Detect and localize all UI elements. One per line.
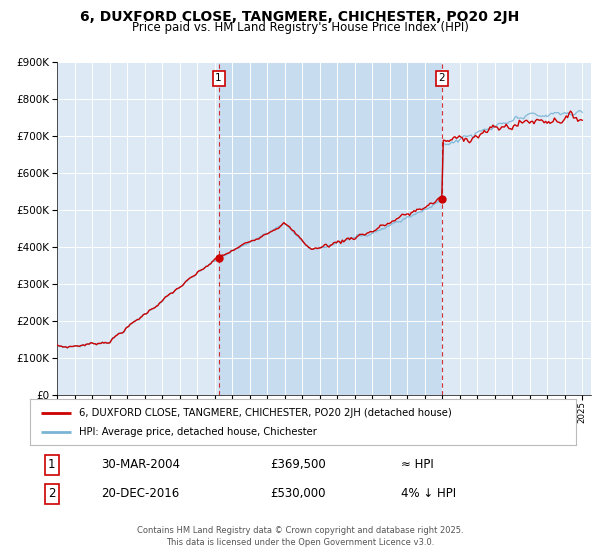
Text: HPI: Average price, detached house, Chichester: HPI: Average price, detached house, Chic… (79, 427, 317, 437)
Text: £530,000: £530,000 (270, 487, 326, 500)
Text: Contains HM Land Registry data © Crown copyright and database right 2025.
This d: Contains HM Land Registry data © Crown c… (137, 526, 463, 547)
Text: £369,500: £369,500 (270, 458, 326, 471)
Text: 6, DUXFORD CLOSE, TANGMERE, CHICHESTER, PO20 2JH (detached house): 6, DUXFORD CLOSE, TANGMERE, CHICHESTER, … (79, 408, 452, 418)
Text: 4% ↓ HPI: 4% ↓ HPI (401, 487, 457, 500)
Text: 6, DUXFORD CLOSE, TANGMERE, CHICHESTER, PO20 2JH: 6, DUXFORD CLOSE, TANGMERE, CHICHESTER, … (80, 10, 520, 24)
Text: 1: 1 (215, 73, 222, 83)
Text: 2: 2 (48, 487, 56, 500)
Text: 30-MAR-2004: 30-MAR-2004 (101, 458, 180, 471)
Text: ≈ HPI: ≈ HPI (401, 458, 434, 471)
Text: 20-DEC-2016: 20-DEC-2016 (101, 487, 179, 500)
Text: 1: 1 (48, 458, 56, 471)
Text: Price paid vs. HM Land Registry's House Price Index (HPI): Price paid vs. HM Land Registry's House … (131, 21, 469, 34)
Text: 2: 2 (439, 73, 445, 83)
Bar (218, 62, 442, 395)
